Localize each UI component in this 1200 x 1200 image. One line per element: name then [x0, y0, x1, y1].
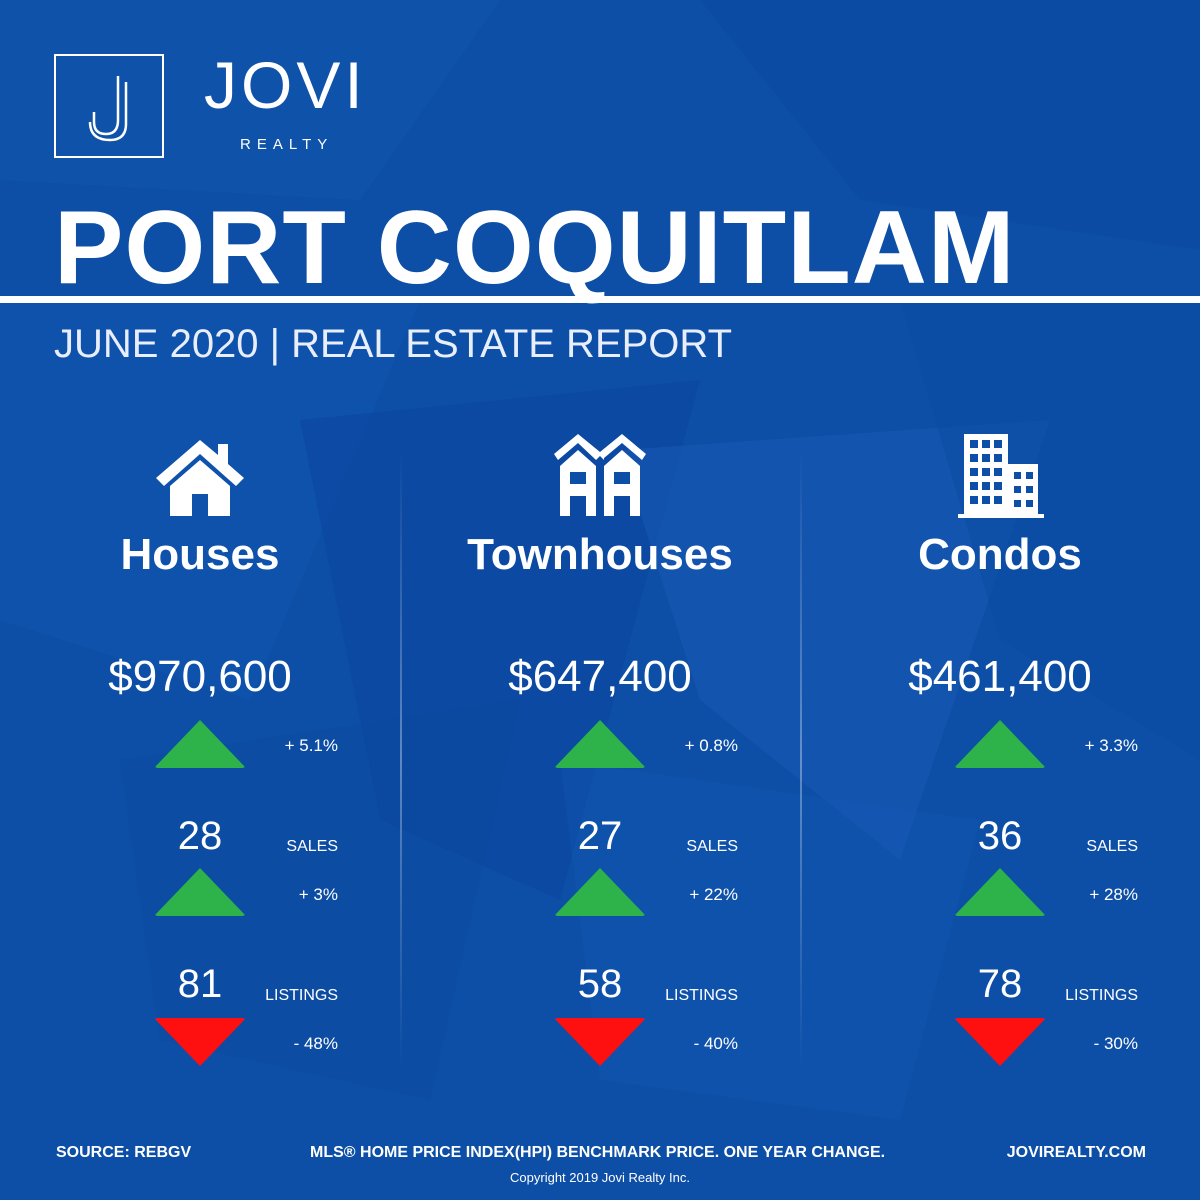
- footer-note: MLS® HOME PRICE INDEX(HPI) BENCHMARK PRI…: [310, 1144, 886, 1161]
- listings-count: 81: [177, 962, 223, 1006]
- price-change: + 3.3%: [1084, 736, 1138, 755]
- benchmark-price: $461,400: [908, 652, 1092, 701]
- houses-column: Houses $970,600 + 5.1% 28 SALES + 3% 81 …: [0, 430, 400, 1090]
- house-icon: [156, 440, 244, 516]
- listings-label: LISTINGS: [1065, 987, 1138, 1004]
- sales-up-arrow-icon: [154, 868, 246, 916]
- sales-up-arrow-icon: [954, 868, 1046, 916]
- condos-column: Condos $461,400 + 3.3% 36 SALES + 28% 78…: [800, 430, 1200, 1090]
- sales-label: SALES: [286, 838, 338, 855]
- logo-j-icon: [88, 76, 128, 142]
- townhouses-column: Townhouses $647,400 + 0.8% 27 SALES + 22…: [400, 430, 800, 1090]
- report-subtitle: JUNE 2020 | REAL ESTATE REPORT: [54, 322, 733, 366]
- sales-up-arrow-icon: [554, 868, 646, 916]
- page-title: PORT COQUITLAM: [54, 190, 1016, 306]
- brand-subtitle: REALTY: [240, 136, 334, 153]
- listings-change: - 40%: [693, 1034, 738, 1053]
- condo-building-icon: [958, 434, 1044, 518]
- title-underline: [0, 296, 1200, 303]
- price-up-arrow-icon: [554, 720, 646, 768]
- column-divider: [400, 450, 402, 1070]
- listings-change: - 48%: [293, 1034, 338, 1053]
- sales-label: SALES: [686, 838, 738, 855]
- listings-change: - 30%: [1093, 1034, 1138, 1053]
- footer-website-link[interactable]: JOVIREALTY.COM: [1006, 1144, 1146, 1161]
- sales-count: 28: [177, 814, 223, 858]
- listings-down-arrow-icon: [154, 1018, 246, 1066]
- footer-source: SOURCE: REBGV: [56, 1144, 192, 1161]
- sales-change: + 22%: [689, 885, 738, 904]
- category-title: Townhouses: [467, 530, 733, 579]
- sales-change: + 28%: [1089, 885, 1138, 904]
- price-up-arrow-icon: [154, 720, 246, 768]
- sales-change: + 3%: [298, 885, 338, 904]
- benchmark-price: $647,400: [508, 652, 692, 701]
- listings-count: 58: [577, 962, 623, 1006]
- column-divider: [800, 450, 802, 1070]
- price-up-arrow-icon: [954, 720, 1046, 768]
- listings-label: LISTINGS: [665, 987, 738, 1004]
- category-title: Condos: [918, 530, 1082, 579]
- listings-down-arrow-icon: [954, 1018, 1046, 1066]
- listings-count: 78: [977, 962, 1023, 1006]
- logo-mark: [54, 54, 164, 158]
- price-change: + 0.8%: [684, 736, 738, 755]
- townhouse-icon: [554, 434, 646, 516]
- price-change: + 5.1%: [284, 736, 338, 755]
- listings-down-arrow-icon: [554, 1018, 646, 1066]
- benchmark-price: $970,600: [108, 652, 292, 701]
- listings-label: LISTINGS: [265, 987, 338, 1004]
- sales-count: 36: [977, 814, 1023, 858]
- footer-copyright: Copyright 2019 Jovi Realty Inc.: [510, 1170, 690, 1185]
- sales-count: 27: [577, 814, 623, 858]
- category-title: Houses: [120, 530, 280, 579]
- sales-label: SALES: [1086, 838, 1138, 855]
- brand-name: JOVI: [204, 48, 367, 122]
